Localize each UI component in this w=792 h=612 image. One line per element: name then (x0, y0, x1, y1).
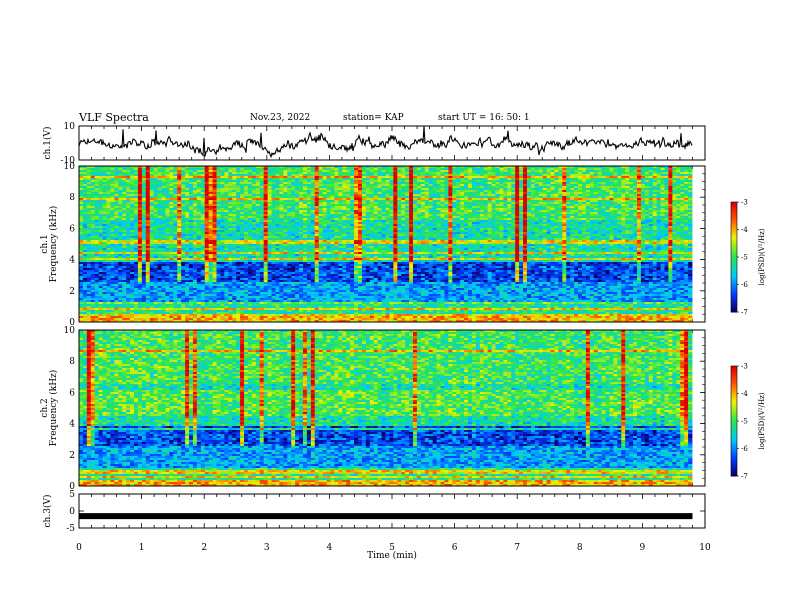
panel-4-frame (78, 493, 706, 529)
x-tick-label: 2 (201, 543, 207, 553)
ch2-channel-label: ch.2 (40, 398, 50, 417)
y-tick-label: 0 (69, 482, 75, 492)
ch1-channel-label: ch.1 (40, 234, 50, 253)
y-tick-label: 4 (69, 420, 75, 430)
ch2-frequency-label: Frequency (kHz) (48, 370, 59, 447)
x-axis-label: Time (min) (367, 550, 417, 561)
ch1-voltage-label: ch.1(V) (42, 127, 53, 160)
y-tick-label: 10 (64, 326, 76, 336)
colorbar-label: log(PSD)(V²/Hz) (758, 392, 766, 449)
y-tick-label: -10 (61, 156, 76, 166)
y-tick-label: 2 (69, 287, 75, 297)
colorbar-tick-label: -5 (741, 418, 748, 426)
x-tick-label: 8 (577, 543, 583, 553)
spectrogram-ch2 (79, 330, 693, 487)
x-tick-label: 3 (264, 543, 270, 553)
colorbar-ch1 (731, 202, 737, 313)
y-tick-label: 6 (69, 388, 75, 398)
x-tick-label: 7 (514, 543, 520, 553)
y-tick-label: 10 (64, 162, 76, 172)
colorbar-tick-label: -7 (741, 309, 748, 317)
x-tick-label: 1 (139, 543, 145, 553)
colorbar-tick-label: -7 (741, 473, 748, 481)
y-tick-label: -5 (66, 524, 75, 534)
x-tick-label: 6 (452, 543, 458, 553)
y-tick-label: 8 (69, 357, 75, 367)
chart-title: VLF Spectra (79, 111, 149, 124)
x-tick-label: 4 (327, 543, 333, 553)
x-tick-label: 10 (699, 543, 711, 553)
x-tick-label: 0 (76, 543, 82, 553)
colorbar-tick-label: -6 (741, 281, 748, 289)
y-tick-label: 6 (69, 224, 75, 234)
ch1-waveform (78, 125, 693, 159)
y-tick-label: 8 (69, 193, 75, 203)
y-tick-label: 0 (69, 318, 75, 328)
date-label: Nov.23, 2022 (250, 113, 310, 123)
x-tick-label: 9 (640, 543, 646, 553)
station-label: station= KAP (343, 113, 404, 123)
y-tick-label: 10 (64, 122, 76, 132)
colorbar-tick-label: -3 (741, 363, 748, 371)
colorbar-tick-label: -5 (741, 254, 748, 262)
y-tick-label: 0 (69, 507, 75, 517)
colorbar-tick-label: -3 (741, 199, 748, 207)
ch3-voltage-label: ch.3(V) (42, 495, 53, 528)
x-tick-label: 5 (389, 543, 395, 553)
panel-frame-overlay (78, 165, 706, 323)
start-time-label: start UT = 16: 50: 1 (438, 113, 530, 123)
colorbar-tick-label: -6 (741, 445, 748, 453)
panel-frame-overlay (78, 329, 706, 487)
y-tick-label: 4 (69, 256, 75, 266)
y-tick-label: 5 (69, 490, 75, 500)
ch1-frequency-label: Frequency (kHz) (48, 206, 59, 283)
spectrogram-ch1 (79, 166, 693, 323)
colorbar-ch2 (731, 366, 737, 477)
colorbar-tick-label: -4 (741, 390, 748, 398)
colorbar-tick-label: -4 (741, 226, 748, 234)
y-tick-label: 2 (69, 451, 75, 461)
colorbar-label: log(PSD)(V²/Hz) (758, 228, 766, 285)
